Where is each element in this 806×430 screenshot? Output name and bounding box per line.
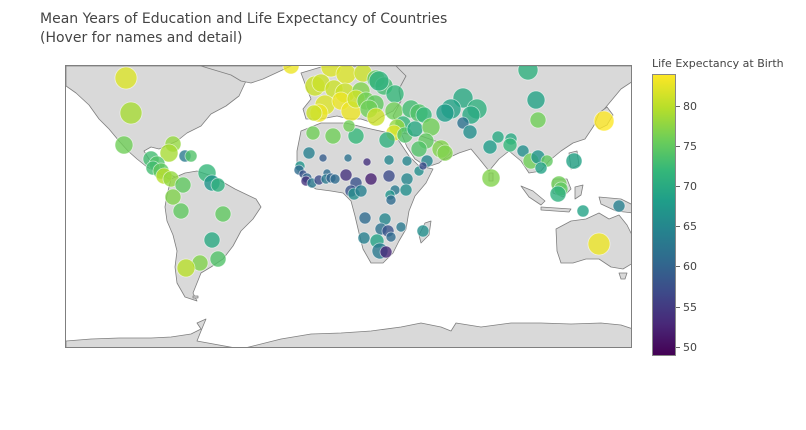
bubble-layer	[114, 66, 626, 278]
country-bubble[interactable]	[576, 204, 590, 218]
colorbar-tick-70: 70	[676, 180, 697, 193]
country-bubble[interactable]	[343, 153, 353, 163]
sulawesi-landmass	[574, 184, 584, 200]
country-bubble[interactable]	[354, 184, 368, 198]
country-bubble[interactable]	[399, 183, 413, 197]
country-bubble[interactable]	[401, 155, 413, 167]
country-bubble[interactable]	[482, 139, 498, 155]
country-bubble[interactable]	[172, 202, 190, 220]
colorbar-tick-75: 75	[676, 140, 697, 153]
country-bubble[interactable]	[529, 111, 547, 129]
country-bubble[interactable]	[362, 157, 372, 167]
geo-map[interactable]	[65, 65, 632, 348]
country-bubble[interactable]	[491, 130, 505, 144]
colorbar-tick-80: 80	[676, 100, 697, 113]
country-bubble[interactable]	[416, 224, 430, 238]
falklands-landmass	[192, 295, 199, 299]
country-bubble[interactable]	[481, 168, 501, 188]
country-bubble[interactable]	[368, 70, 390, 92]
country-bubble[interactable]	[210, 177, 226, 193]
country-bubble[interactable]	[347, 127, 365, 145]
country-bubble[interactable]	[395, 221, 407, 233]
tasmania-landmass	[618, 272, 628, 280]
north-america-landmass	[66, 66, 292, 180]
antarctica-east-landmass	[247, 322, 631, 347]
country-bubble[interactable]	[114, 135, 134, 155]
country-bubble[interactable]	[329, 173, 341, 185]
country-bubble[interactable]	[282, 66, 300, 75]
country-bubble[interactable]	[502, 137, 518, 153]
country-bubble[interactable]	[612, 199, 626, 213]
country-bubble[interactable]	[209, 250, 227, 268]
country-bubble[interactable]	[176, 258, 196, 278]
country-bubble[interactable]	[305, 125, 321, 141]
country-bubble[interactable]	[435, 103, 455, 123]
country-bubble[interactable]	[378, 131, 396, 149]
country-bubble[interactable]	[357, 231, 371, 245]
country-bubble[interactable]	[358, 211, 372, 225]
country-bubble[interactable]	[385, 194, 397, 206]
country-bubble[interactable]	[400, 172, 414, 186]
country-bubble[interactable]	[302, 146, 316, 160]
chart-title-line2: (Hover for names and detail)	[40, 30, 243, 46]
country-bubble[interactable]	[324, 127, 342, 145]
country-bubble[interactable]	[462, 124, 478, 140]
country-bubble[interactable]	[305, 104, 323, 122]
antarctica-landmass	[66, 318, 233, 347]
country-bubble[interactable]	[379, 245, 393, 259]
colorbar-title: Life Expectancy at Birth	[652, 57, 784, 70]
country-bubble[interactable]	[174, 176, 192, 194]
country-bubble[interactable]	[410, 140, 428, 158]
country-bubble[interactable]	[587, 232, 611, 256]
country-bubble[interactable]	[593, 110, 615, 132]
country-bubble[interactable]	[203, 231, 221, 249]
country-bubble[interactable]	[549, 185, 567, 203]
country-bubble[interactable]	[164, 188, 182, 206]
java-landmass	[540, 206, 572, 213]
country-bubble[interactable]	[342, 119, 356, 133]
country-bubble[interactable]	[534, 161, 548, 175]
country-bubble[interactable]	[526, 90, 546, 110]
country-bubble[interactable]	[214, 205, 232, 223]
chart-title: Mean Years of Education and Life Expecta…	[40, 10, 447, 48]
country-bubble[interactable]	[119, 101, 143, 125]
country-bubble[interactable]	[383, 154, 395, 166]
colorbar-tick-60: 60	[676, 260, 697, 273]
colorbar-tick-50: 50	[676, 341, 697, 354]
country-bubble[interactable]	[382, 169, 396, 183]
country-bubble[interactable]	[517, 66, 539, 81]
country-bubble[interactable]	[159, 143, 179, 163]
colorbar	[652, 74, 676, 356]
country-bubble[interactable]	[366, 107, 386, 127]
chart-title-line1: Mean Years of Education and Life Expecta…	[40, 11, 448, 27]
country-bubble[interactable]	[565, 152, 583, 170]
country-bubble[interactable]	[385, 231, 397, 243]
country-bubble[interactable]	[114, 66, 138, 90]
colorbar-tick-65: 65	[676, 220, 697, 233]
country-bubble[interactable]	[385, 84, 405, 104]
colorbar-tick-55: 55	[676, 301, 697, 314]
country-bubble[interactable]	[516, 144, 530, 158]
world-map-svg	[66, 66, 631, 347]
country-bubble[interactable]	[318, 153, 328, 163]
country-bubble[interactable]	[436, 144, 454, 162]
country-bubble[interactable]	[418, 161, 428, 171]
sumatra-landmass	[520, 185, 546, 206]
country-bubble[interactable]	[364, 172, 378, 186]
country-bubble[interactable]	[339, 168, 353, 182]
country-bubble[interactable]	[184, 149, 198, 163]
